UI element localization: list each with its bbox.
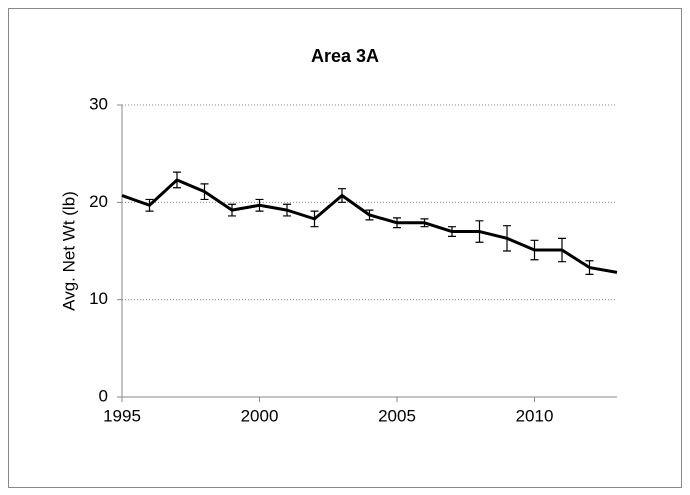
y-tick-label: 30 bbox=[89, 94, 108, 113]
error-bar bbox=[228, 203, 236, 217]
chart-title: Area 3A bbox=[311, 46, 379, 66]
error-bar bbox=[530, 239, 539, 261]
error-bar bbox=[558, 237, 566, 263]
x-tick-label: 2005 bbox=[378, 406, 416, 425]
error-bar bbox=[338, 188, 346, 203]
error-bar bbox=[585, 260, 594, 275]
error-bar bbox=[475, 220, 484, 243]
y-tick-label: 0 bbox=[99, 386, 108, 405]
x-tick-label: 1995 bbox=[103, 406, 141, 425]
error-bar bbox=[283, 203, 291, 217]
x-tick-label: 2010 bbox=[516, 406, 554, 425]
chart-border bbox=[8, 8, 682, 488]
error-bar bbox=[393, 217, 401, 229]
error-bar bbox=[145, 198, 154, 212]
error-bar bbox=[420, 218, 429, 228]
error-bar bbox=[310, 210, 319, 228]
y-tick-label: 20 bbox=[89, 192, 108, 211]
error-bar bbox=[503, 225, 511, 252]
y-tick-label: 10 bbox=[89, 289, 108, 308]
error-bar bbox=[365, 209, 374, 221]
error-bar bbox=[173, 171, 181, 189]
error-bar bbox=[448, 226, 456, 237]
error-bar bbox=[200, 183, 209, 201]
x-tick-label: 2000 bbox=[241, 406, 279, 425]
y-axis-title: Avg. Net Wt (lb) bbox=[59, 191, 78, 311]
error-bar bbox=[255, 198, 264, 212]
